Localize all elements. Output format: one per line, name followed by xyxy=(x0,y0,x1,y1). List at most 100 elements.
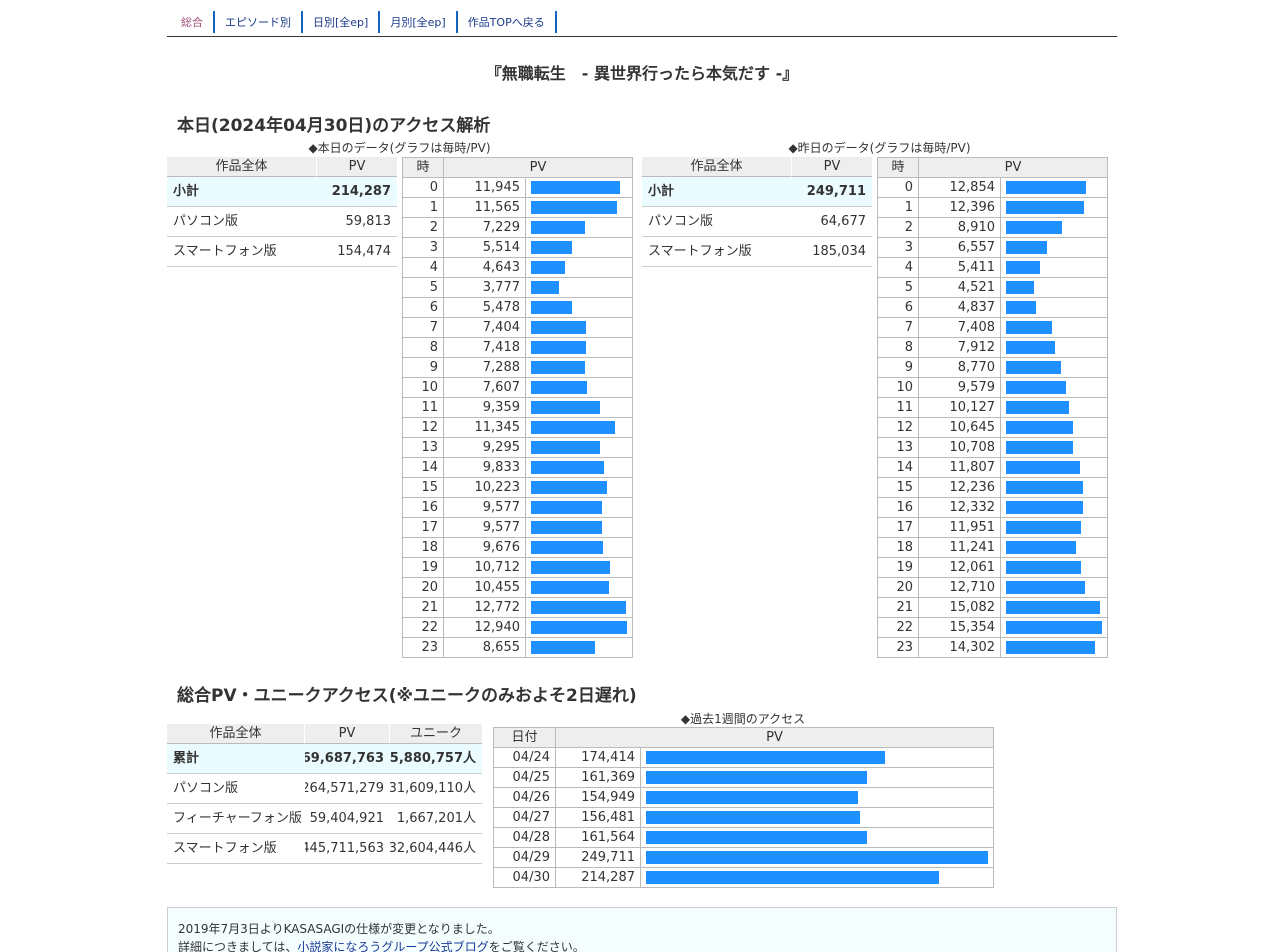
bar xyxy=(531,541,603,554)
table-cell: スマートフォン版 xyxy=(167,237,317,267)
table-cell: 10,708 xyxy=(918,437,1001,458)
bar xyxy=(646,831,868,844)
table-cell: 04/27 xyxy=(493,807,556,828)
table-cell: 32,604,446人 xyxy=(390,834,482,864)
table-cell: 04/26 xyxy=(493,787,556,808)
table-cell: 10,127 xyxy=(918,397,1001,418)
table-cell: 8,770 xyxy=(918,357,1001,378)
nav-link[interactable]: 日別[全ep] xyxy=(303,11,381,33)
table-cell: 15,082 xyxy=(918,597,1001,618)
bar xyxy=(531,321,586,334)
page-title: 『無職転生 - 異世界行ったら本気だす -』 xyxy=(485,64,799,83)
bar xyxy=(1006,361,1061,374)
table-cell: 15 xyxy=(877,477,919,498)
bar xyxy=(531,441,600,454)
table-cell: 12,236 xyxy=(918,477,1001,498)
bar xyxy=(646,771,867,784)
header-cell: 作品全体 xyxy=(167,724,305,744)
notice-box: 2019年7月3日よりKASASAGIの仕様が変更となりました。 詳細につきまし… xyxy=(167,907,1117,952)
table-cell: 23 xyxy=(402,637,444,658)
nav-link[interactable]: 作品TOPへ戻る xyxy=(458,11,557,33)
caption: ◆過去1週間のアクセス xyxy=(680,712,806,726)
bar xyxy=(531,601,626,614)
table-cell: 12 xyxy=(877,417,919,438)
table-cell: 14 xyxy=(877,457,919,478)
nav-link[interactable]: エピソード別 xyxy=(215,11,303,33)
table-cell: 7,912 xyxy=(918,337,1001,358)
bar-cell xyxy=(525,637,633,658)
bar xyxy=(646,811,861,824)
table-cell: 12 xyxy=(402,417,444,438)
table-cell: 214,287 xyxy=(555,867,641,888)
bar xyxy=(531,481,607,494)
table-cell: 7 xyxy=(402,317,444,338)
table-cell: 1,667,201人 xyxy=(390,804,482,834)
table-cell: 9 xyxy=(402,357,444,378)
table-cell: 16 xyxy=(877,497,919,518)
bar xyxy=(531,581,609,594)
table-cell: 11,807 xyxy=(918,457,1001,478)
table-cell: 04/24 xyxy=(493,747,556,768)
nav-link[interactable]: 月別[全ep] xyxy=(380,11,458,33)
bar xyxy=(531,181,620,194)
table-cell: 8,910 xyxy=(918,217,1001,238)
bar xyxy=(531,341,587,354)
table-cell: 161,564 xyxy=(555,827,641,848)
table-cell: 10,712 xyxy=(443,557,526,578)
table-cell: 20 xyxy=(402,577,444,598)
bar xyxy=(531,221,585,234)
table-cell: 185,034 xyxy=(792,237,872,267)
table-cell: 7 xyxy=(877,317,919,338)
table-cell: 7,418 xyxy=(443,337,526,358)
bar-cell xyxy=(1000,637,1108,658)
table-cell: 3 xyxy=(402,237,444,258)
bar xyxy=(531,361,586,374)
bar xyxy=(1006,241,1047,254)
table-cell: 13 xyxy=(402,437,444,458)
bar xyxy=(1006,221,1062,234)
table-cell: 2 xyxy=(402,217,444,238)
table-cell: 1 xyxy=(402,197,444,218)
table-cell: 10 xyxy=(402,377,444,398)
table-cell: スマートフォン版 xyxy=(167,834,305,864)
table-cell: 9,359 xyxy=(443,397,526,418)
header-cell: 時 xyxy=(877,157,919,178)
header-cell: PV xyxy=(555,727,994,748)
table-cell: 7,607 xyxy=(443,377,526,398)
bar xyxy=(1006,321,1053,334)
table-cell: 04/28 xyxy=(493,827,556,848)
table-cell: 5,411 xyxy=(918,257,1001,278)
table-cell: 4,643 xyxy=(443,257,526,278)
total-cell: 小計 xyxy=(167,177,317,207)
table-cell: 154,949 xyxy=(555,787,641,808)
table-cell: 6 xyxy=(402,297,444,318)
table-cell: 8 xyxy=(402,337,444,358)
table-cell: 12,710 xyxy=(918,577,1001,598)
table-cell: パソコン版 xyxy=(642,207,792,237)
table-cell: 22 xyxy=(877,617,919,638)
bar xyxy=(1006,421,1073,434)
table-cell: 1 xyxy=(877,197,919,218)
table-cell: 174,414 xyxy=(555,747,641,768)
table-cell: 7,229 xyxy=(443,217,526,238)
blog-link[interactable]: 小説家になろうグループ公式ブログ xyxy=(297,940,489,952)
table-cell: 12,940 xyxy=(443,617,526,638)
total-cell: 小計 xyxy=(642,177,792,207)
notice-text: をご覧ください。 xyxy=(488,940,585,952)
table-cell: 11,565 xyxy=(443,197,526,218)
notice-text: 詳細につきましては、 xyxy=(178,940,298,952)
caption: ◆本日のデータ(グラフは毎時/PV) xyxy=(308,141,491,155)
header-cell: PV xyxy=(317,157,397,177)
table-cell: 11,945 xyxy=(443,177,526,198)
table-cell: 9,577 xyxy=(443,497,526,518)
table-cell: 04/30 xyxy=(493,867,556,888)
header-cell: ユニーク xyxy=(390,724,482,744)
table-cell: 11 xyxy=(402,397,444,418)
table-cell: 4 xyxy=(402,257,444,278)
bar-cell xyxy=(640,867,994,888)
bar xyxy=(1006,641,1096,654)
bar xyxy=(531,281,560,294)
bar xyxy=(1006,341,1056,354)
nav-link[interactable]: 総合 xyxy=(171,11,215,33)
table-cell: 14 xyxy=(402,457,444,478)
